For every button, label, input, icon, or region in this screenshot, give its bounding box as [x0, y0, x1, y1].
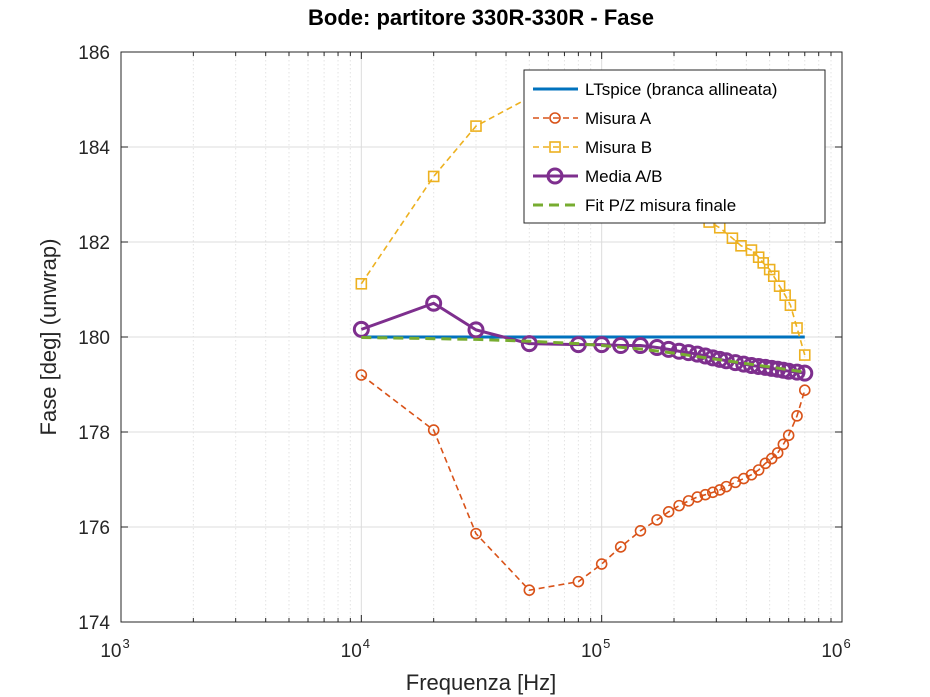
data-point: [777, 438, 790, 451]
series-2: [355, 369, 811, 596]
data-point: [425, 294, 443, 312]
data-point: [523, 584, 536, 596]
y-axis-label: Fase [deg] (unwrap): [36, 239, 61, 436]
data-point: [662, 505, 675, 518]
data-point: [796, 364, 814, 382]
data-point: [706, 486, 719, 499]
data-point: [614, 541, 627, 553]
y-tick-label: 180: [78, 328, 110, 349]
legend-marker: [549, 141, 561, 153]
legend-marker: [549, 112, 561, 124]
series-line: [360, 96, 806, 356]
x-axis-label: Frequenza [Hz]: [406, 670, 556, 695]
legend-entry: LTspice (branca allineata): [533, 80, 777, 99]
data-point: [470, 527, 482, 540]
data-point: [660, 340, 678, 358]
data-point: [782, 429, 795, 442]
data-point: [798, 349, 811, 361]
data-point: [767, 270, 780, 283]
x-tick-exponent: 3: [122, 636, 129, 651]
x-tick-exponent: 6: [843, 636, 850, 651]
x-tick-base: 10: [341, 641, 362, 662]
data-point: [631, 337, 649, 355]
data-point: [699, 488, 712, 501]
data-point: [595, 558, 608, 570]
data-point: [771, 447, 784, 459]
data-point: [763, 263, 776, 276]
data-point: [427, 170, 440, 183]
y-tick-label: 182: [78, 233, 110, 254]
x-tick-base: 10: [581, 641, 602, 662]
legend-label: Misura B: [585, 138, 652, 157]
data-point: [784, 299, 797, 311]
y-tick-label: 184: [78, 138, 110, 159]
data-point: [673, 499, 685, 512]
legend-label: Fit P/Z misura finale: [585, 196, 736, 215]
data-point: [648, 338, 666, 356]
x-tick-label: 105: [581, 636, 610, 662]
data-point: [670, 342, 688, 360]
data-point: [520, 335, 538, 353]
data-point: [355, 277, 368, 290]
legend-label: LTspice (branca allineata): [585, 80, 777, 99]
x-tick-base: 10: [821, 641, 842, 662]
data-point: [745, 244, 758, 256]
data-point: [634, 524, 647, 537]
data-point: [691, 491, 704, 503]
data-point: [752, 464, 765, 476]
data-point: [720, 480, 733, 493]
legend-label: Media A/B: [585, 167, 663, 186]
y-tick-label: 186: [78, 43, 110, 64]
data-point: [470, 120, 482, 132]
data-point: [427, 424, 440, 436]
legend-entry: Misura B: [533, 138, 652, 157]
legend-entry: Media A/B: [533, 167, 663, 186]
data-point: [788, 363, 806, 381]
series-line: [360, 374, 806, 591]
x-tick-base: 10: [100, 641, 121, 662]
data-point: [791, 410, 803, 422]
x-tick-exponent: 4: [363, 636, 370, 651]
y-tick-label: 178: [78, 423, 110, 444]
legend-entry: Fit P/Z misura finale: [533, 196, 736, 215]
legend-marker: [546, 167, 564, 185]
data-point: [352, 320, 370, 338]
x-tick-label: 106: [821, 636, 850, 662]
y-tick-label: 176: [78, 518, 110, 539]
data-point: [680, 344, 698, 362]
data-point: [798, 384, 811, 397]
legend-label: Misura A: [585, 109, 652, 128]
data-point: [757, 257, 769, 269]
x-tick-label: 104: [341, 636, 370, 662]
data-point: [726, 232, 739, 244]
data-point: [726, 354, 744, 372]
y-tick-label: 174: [78, 613, 110, 634]
data-point: [467, 321, 485, 339]
data-point: [355, 369, 368, 381]
legend-entry: Misura A: [533, 109, 652, 128]
x-tick-label: 103: [100, 636, 129, 662]
data-point: [713, 484, 726, 496]
legend: LTspice (branca allineata) Misura A Misura…: [523, 69, 826, 224]
x-tick-exponent: 5: [603, 636, 610, 651]
data-point: [791, 322, 803, 334]
data-point: [612, 337, 630, 355]
chart-title: Bode: partitore 330R-330R - Fase: [308, 5, 654, 30]
data-point: [572, 575, 585, 588]
data-point: [651, 514, 663, 526]
